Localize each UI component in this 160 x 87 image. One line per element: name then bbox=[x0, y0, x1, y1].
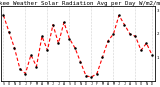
Title: Milwaukee Weather Solar Radiation Avg per Day W/m2/minute: Milwaukee Weather Solar Radiation Avg pe… bbox=[0, 1, 160, 6]
